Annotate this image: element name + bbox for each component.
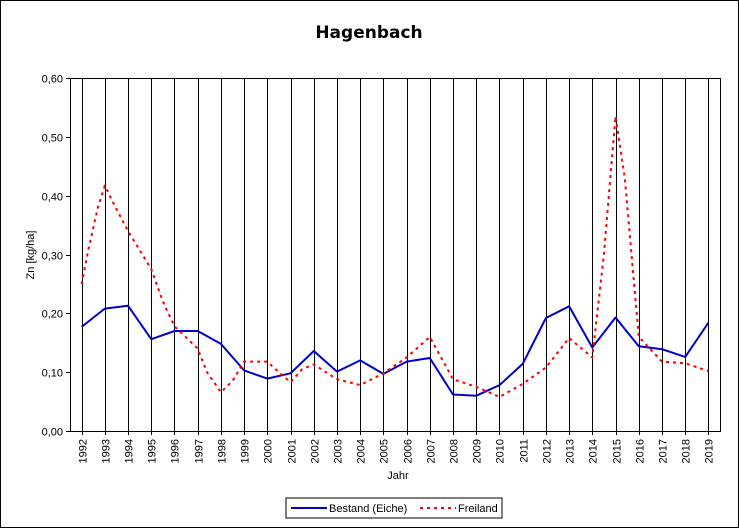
x-tick-label: 2005 <box>379 439 391 463</box>
x-tick-label: 1993 <box>101 439 113 463</box>
plot-area-border <box>70 78 721 432</box>
grid-layer <box>82 78 709 431</box>
x-tick-label: 1992 <box>78 439 90 463</box>
x-tick-label: 2007 <box>426 439 438 463</box>
x-tick-label: 2016 <box>635 439 647 463</box>
x-tick-label: 1995 <box>147 439 159 463</box>
x-tick-label: 1999 <box>240 439 252 463</box>
y-tick-label: 0,50 <box>42 133 63 145</box>
x-tick-label: 2004 <box>356 439 368 463</box>
x-tick-label: 1997 <box>194 439 206 463</box>
y-tick-label: 0,00 <box>42 427 63 439</box>
x-tick-label: 2000 <box>263 439 275 463</box>
x-tick-label: 2009 <box>472 439 484 463</box>
x-tick-label: 2008 <box>449 439 461 463</box>
x-tick-label: 2017 <box>658 439 670 463</box>
x-tick-label: 2002 <box>310 439 322 463</box>
y-tick-label: 0,60 <box>42 74 63 86</box>
x-tick-label: 2013 <box>565 439 577 463</box>
x-tick-label: 2019 <box>704 439 716 463</box>
legend-label-bestand: Bestand (Eiche) <box>329 503 407 515</box>
x-tick-label: 2010 <box>495 439 507 463</box>
x-tick-label: 2006 <box>403 439 415 463</box>
x-axis-label: Jahr <box>387 470 409 482</box>
x-tick-label: 2001 <box>287 439 299 463</box>
axis-layer: 0,00 0,10 0,20 0,30 0,40 0,50 0,60 1992 1993 1994… <box>42 74 721 463</box>
x-tick-label: 2018 <box>681 439 693 463</box>
x-tick-label: 2012 <box>542 439 554 463</box>
series-line-bestand <box>80 304 710 397</box>
x-tick-label: 1998 <box>217 439 229 463</box>
series-line-freiland <box>80 115 709 398</box>
y-tick-label: 0,10 <box>42 368 63 380</box>
y-axis-label: Zn [kg/ha] <box>25 231 37 280</box>
legend-label-freiland: Freiland <box>458 503 498 515</box>
x-tick-label: 1996 <box>170 439 182 463</box>
y-tick-label: 0,40 <box>42 192 63 204</box>
series-layer <box>80 115 710 398</box>
x-tick-label: 2014 <box>588 439 600 463</box>
legend-box <box>285 497 503 519</box>
x-tick-label: 2011 <box>519 439 531 463</box>
x-tick-label: 2015 <box>612 439 624 463</box>
legend: Bestand (Eiche) Freiland <box>285 497 503 519</box>
x-tick-label: 1994 <box>124 439 136 463</box>
chart-title: Hagenbach <box>315 23 422 43</box>
y-tick-label: 0,30 <box>42 251 63 263</box>
y-tick-label: 0,20 <box>42 309 63 321</box>
x-tick-label: 2003 <box>333 439 345 463</box>
